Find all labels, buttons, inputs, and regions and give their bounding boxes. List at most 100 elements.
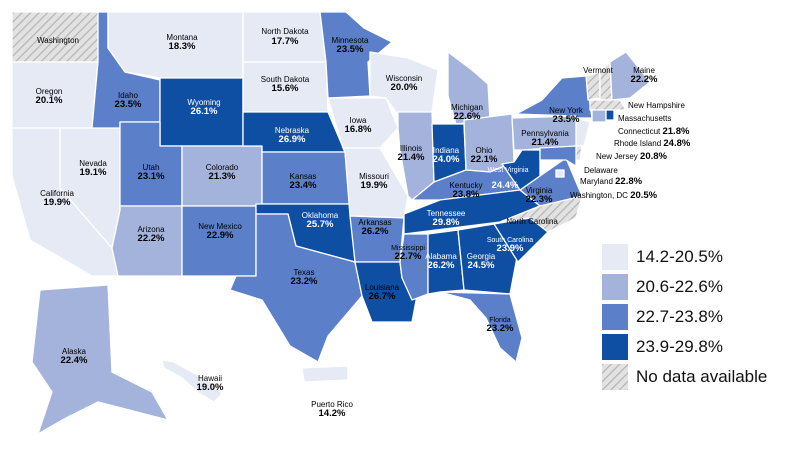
label-pennsylvania-name: Pennsylvania <box>521 129 569 138</box>
label-south-carolina-name: South Carolina <box>486 237 534 244</box>
legend-swatch-hatched <box>602 364 628 390</box>
legend-item-5: No data available <box>602 364 786 390</box>
label-nebraska-value: 26.9% <box>278 134 306 145</box>
label-nebraska-name: Nebraska <box>274 126 310 135</box>
label-washington-name: Washington <box>37 36 79 45</box>
label-puerto-rico-name: Puerto Rico <box>311 400 353 409</box>
legend-swatch-3 <box>602 304 628 330</box>
state-iowa[interactable] <box>327 97 399 149</box>
state-georgia[interactable] <box>457 223 519 295</box>
label-texas-value: 23.2% <box>290 276 318 287</box>
label-louisiana-name: Louisiana <box>364 283 400 292</box>
label-texas-name: Texas <box>293 268 315 277</box>
label-north-dakota-name: North Dakota <box>261 27 309 36</box>
callout-new-jersey: New Jersey 20.8% <box>596 151 667 162</box>
label-puerto-rico-value: 14.2% <box>318 408 346 419</box>
legend-label-1: 14.2-20.5% <box>636 247 723 266</box>
label-maine-name: Maine <box>633 66 655 75</box>
label-illinois-value: 21.4% <box>397 152 425 163</box>
state-connecticut[interactable] <box>591 109 607 123</box>
label-idaho-name: Idaho <box>117 91 139 100</box>
legend-swatch-4 <box>602 334 628 360</box>
label-montana-value: 18.3% <box>168 41 196 52</box>
label-nevada-value: 19.1% <box>79 167 107 178</box>
state-alaska[interactable] <box>31 284 169 435</box>
label-utah-name: Utah <box>142 163 160 172</box>
label-new-mexico-name: New Mexico <box>198 222 242 231</box>
callout-new-hampshire: New Hampshire <box>628 101 685 110</box>
callout-washington-dc: Washington, DC 20.5% <box>570 190 658 201</box>
legend-swatch-1 <box>602 244 628 270</box>
label-iowa-value: 16.8% <box>344 124 372 135</box>
label-kentucky-name: Kentucky <box>449 181 483 190</box>
label-colorado-name: Colorado <box>205 163 239 172</box>
label-virginia-name: Virginia <box>525 186 553 195</box>
legend-item-1: 14.2-20.5% <box>602 244 786 270</box>
label-florida-name: Florida <box>489 317 511 324</box>
state-vermont[interactable] <box>585 71 601 101</box>
label-idaho-value: 23.5% <box>114 99 142 110</box>
legend-label-4: 23.9-29.8% <box>636 337 723 356</box>
label-colorado-value: 21.3% <box>208 171 236 182</box>
label-oregon-value: 20.1% <box>35 95 63 106</box>
state-puerto-rico[interactable] <box>301 365 349 383</box>
callout-connecticut: Connecticut 21.8% <box>618 126 690 137</box>
state-washington-dc[interactable] <box>555 169 565 178</box>
state-florida[interactable] <box>439 291 523 363</box>
label-new-york-name: New York <box>549 106 583 115</box>
label-south-dakota-name: South Dakota <box>260 75 310 84</box>
state-maine[interactable] <box>609 51 651 101</box>
state-new-jersey[interactable] <box>575 117 591 147</box>
label-virginia-value: 22.3% <box>525 194 553 205</box>
label-south-carolina-value: 23.9% <box>496 243 524 254</box>
state-new-mexico[interactable] <box>181 205 257 277</box>
state-rhode-island[interactable] <box>605 109 615 121</box>
state-hawaii[interactable] <box>161 359 223 403</box>
label-kansas-name: Kansas <box>289 172 317 181</box>
legend-label-5: No data available <box>636 367 768 386</box>
label-vermont-name: Vermont <box>583 66 613 75</box>
label-wyoming-value: 26.1% <box>190 106 218 117</box>
label-louisiana-value: 26.7% <box>368 291 396 302</box>
label-arizona-name: Arizona <box>137 225 165 234</box>
state-alabama[interactable] <box>427 229 465 295</box>
callout-massachusetts: Massachusetts <box>618 114 672 123</box>
label-arkansas-name: Arkansas <box>358 218 392 227</box>
legend-label-2: 20.6-22.6% <box>636 277 723 296</box>
label-oklahoma-name: Oklahoma <box>301 211 339 220</box>
label-oklahoma-value: 25.7% <box>306 219 334 230</box>
legend-label-3: 22.7-23.8% <box>636 307 723 326</box>
state-massachusetts[interactable] <box>589 99 627 111</box>
label-florida-value: 23.2% <box>486 323 514 334</box>
label-georgia-name: Georgia <box>466 252 496 261</box>
label-minnesota-name: Minnesota <box>331 36 369 45</box>
label-new-mexico-value: 22.9% <box>206 230 234 241</box>
label-alaska-name: Alaska <box>61 347 87 356</box>
label-california-name: California <box>40 189 74 198</box>
label-tennessee-name: Tennessee <box>426 209 466 218</box>
label-montana-name: Montana <box>166 33 198 42</box>
label-mississippi-value: 22.7% <box>394 251 422 262</box>
label-wyoming-name: Wyoming <box>187 98 221 107</box>
legend-swatch-2 <box>602 274 628 300</box>
legend-item-4: 23.9-29.8% <box>602 334 786 360</box>
label-missouri-value: 19.9% <box>360 180 388 191</box>
label-utah-value: 23.1% <box>137 171 165 182</box>
state-minnesota[interactable] <box>319 11 393 99</box>
label-michigan-name: Michigan <box>450 103 484 112</box>
label-maine-value: 22.2% <box>630 74 658 85</box>
label-michigan-value: 22.6% <box>453 111 481 122</box>
label-california-value: 19.9% <box>43 197 71 208</box>
state-texas[interactable] <box>229 213 363 363</box>
callout-delaware: Delaware <box>584 166 618 175</box>
label-nevada-name: Nevada <box>79 159 107 168</box>
label-pennsylvania-value: 21.4% <box>531 137 559 148</box>
label-arkansas-value: 26.2% <box>361 226 389 237</box>
state-maryland[interactable] <box>539 145 577 167</box>
label-georgia-value: 24.5% <box>467 260 495 271</box>
callout-rhode-island: Rhode Island 24.8% <box>614 138 691 149</box>
label-kansas-value: 23.4% <box>289 180 317 191</box>
label-west-virginia-name: West Virginia <box>487 167 529 174</box>
label-illinois-name: Illinois <box>399 144 423 153</box>
